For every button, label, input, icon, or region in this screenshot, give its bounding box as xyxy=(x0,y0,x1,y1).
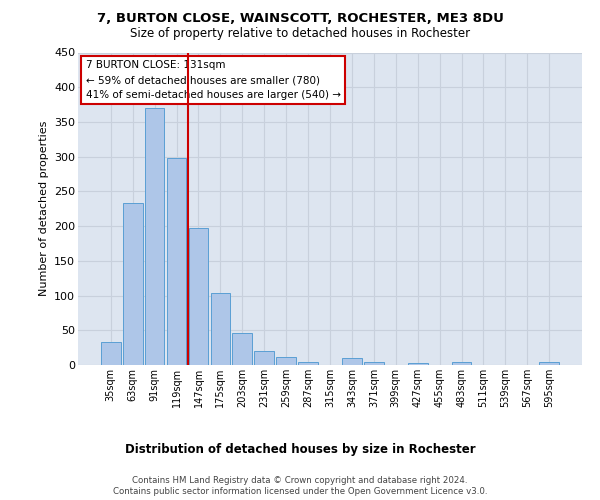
Bar xyxy=(408,363,428,365)
Bar xyxy=(145,108,164,365)
Bar xyxy=(101,342,121,365)
Text: Contains HM Land Registry data © Crown copyright and database right 2024.: Contains HM Land Registry data © Crown c… xyxy=(132,476,468,485)
Text: Contains public sector information licensed under the Open Government Licence v3: Contains public sector information licen… xyxy=(113,488,487,496)
Bar xyxy=(364,362,384,365)
Bar xyxy=(342,358,362,365)
Text: 7, BURTON CLOSE, WAINSCOTT, ROCHESTER, ME3 8DU: 7, BURTON CLOSE, WAINSCOTT, ROCHESTER, M… xyxy=(97,12,503,26)
Bar xyxy=(276,356,296,365)
Bar xyxy=(211,293,230,365)
Y-axis label: Number of detached properties: Number of detached properties xyxy=(38,121,49,296)
Text: 7 BURTON CLOSE: 131sqm
← 59% of detached houses are smaller (780)
41% of semi-de: 7 BURTON CLOSE: 131sqm ← 59% of detached… xyxy=(86,60,341,100)
Bar xyxy=(539,362,559,365)
Bar xyxy=(298,362,318,365)
Text: Distribution of detached houses by size in Rochester: Distribution of detached houses by size … xyxy=(125,442,475,456)
Bar xyxy=(254,351,274,365)
Bar xyxy=(123,202,143,365)
Bar xyxy=(167,158,187,365)
Bar xyxy=(452,362,472,365)
Bar xyxy=(188,228,208,365)
Bar xyxy=(232,333,252,365)
Text: Size of property relative to detached houses in Rochester: Size of property relative to detached ho… xyxy=(130,28,470,40)
